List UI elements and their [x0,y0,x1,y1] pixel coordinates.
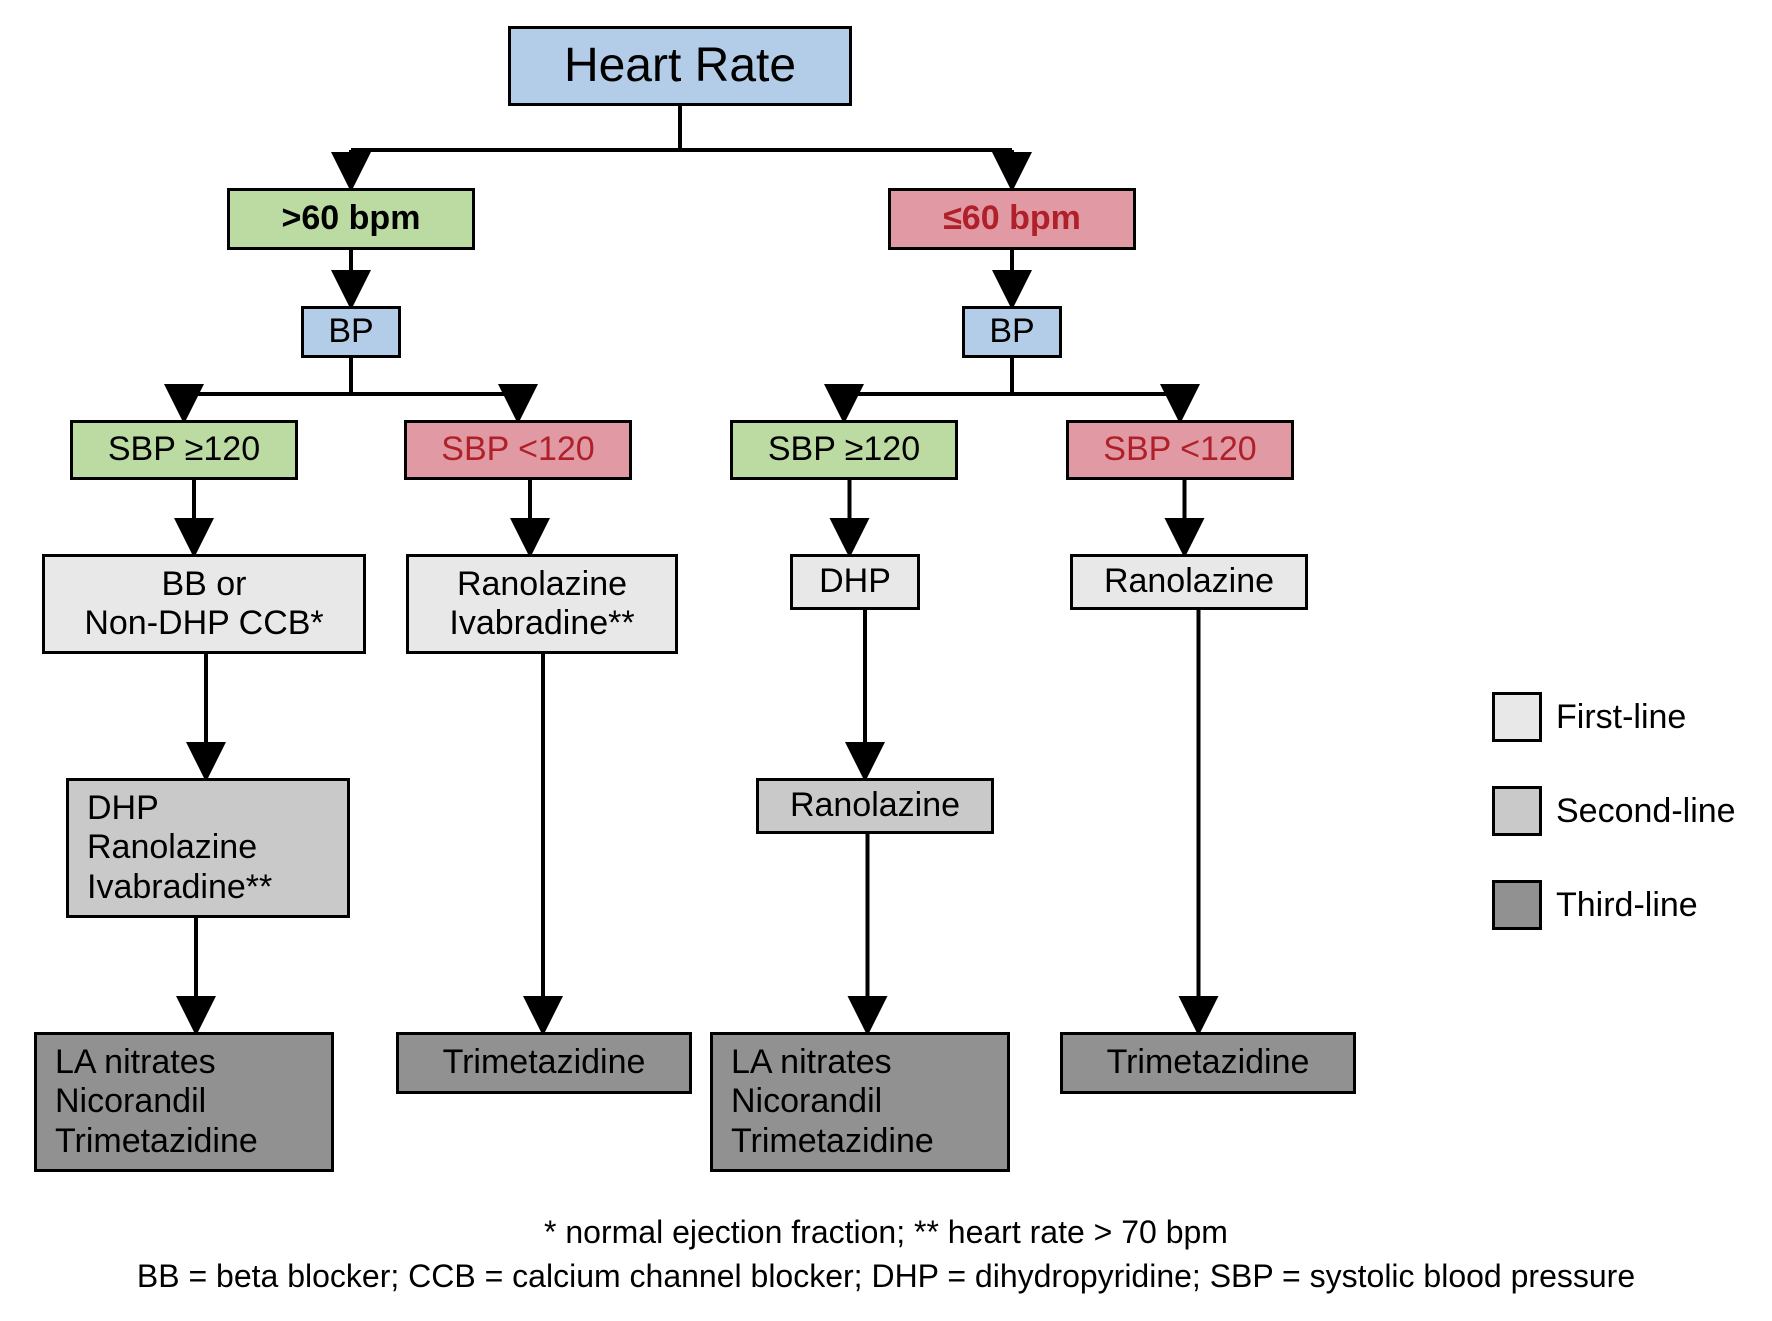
node-hr_le60: ≤60 bpm [888,188,1136,250]
node-c1_first: BB or Non-DHP CCB* [42,554,366,654]
node-c2_third: Trimetazidine [396,1032,692,1094]
node-c4_first: Ranolazine [1070,554,1308,610]
node-c4_third: Trimetazidine [1060,1032,1356,1094]
footnote-2: BB = beta blocker; CCB = calcium channel… [0,1258,1772,1295]
node-bp_right-label: BP [989,312,1034,351]
legend-swatch-2 [1492,880,1542,930]
node-c1_second-label: DHP Ranolazine Ivabradine** [87,789,272,906]
node-c4_first-label: Ranolazine [1104,562,1274,601]
footnote-1: * normal ejection fraction; ** heart rat… [0,1214,1772,1251]
node-c1_third: LA nitrates Nicorandil Trimetazidine [34,1032,334,1172]
node-sbp_lt_l-label: SBP <120 [441,430,594,469]
node-c3_second: Ranolazine [756,778,994,834]
node-bp_right: BP [962,306,1062,358]
node-root-label: Heart Rate [564,38,796,93]
node-c3_first-label: DHP [819,562,891,601]
legend-label-2: Third-line [1556,886,1698,925]
node-c4_third-label: Trimetazidine [1107,1043,1310,1082]
flowchart-canvas: Heart Rate >60 bpm ≤60 bpm BP BP SBP ≥120 SBP … [0,0,1772,1321]
node-root: Heart Rate [508,26,852,106]
node-c3_second-label: Ranolazine [790,786,960,825]
node-c3_first: DHP [790,554,920,610]
node-hr_gt60: >60 bpm [227,188,475,250]
legend-label-1: Second-line [1556,792,1736,831]
node-c3_third: LA nitrates Nicorandil Trimetazidine [710,1032,1010,1172]
node-sbp_ge_l-label: SBP ≥120 [108,430,260,469]
node-sbp_ge_r-label: SBP ≥120 [768,430,920,469]
node-c1_first-label: BB or Non-DHP CCB* [84,565,323,643]
node-sbp_lt_l: SBP <120 [404,420,632,480]
node-hr_le60-label: ≤60 bpm [943,199,1081,238]
node-c2_third-label: Trimetazidine [443,1043,646,1082]
node-bp_left: BP [301,306,401,358]
node-c3_third-label: LA nitrates Nicorandil Trimetazidine [731,1043,934,1160]
node-sbp_ge_r: SBP ≥120 [730,420,958,480]
node-bp_left-label: BP [328,312,373,351]
node-sbp_ge_l: SBP ≥120 [70,420,298,480]
legend-swatch-1 [1492,786,1542,836]
node-c1_second: DHP Ranolazine Ivabradine** [66,778,350,918]
node-c2_first-label: Ranolazine Ivabradine** [449,565,634,643]
node-c1_third-label: LA nitrates Nicorandil Trimetazidine [55,1043,258,1160]
legend-label-0: First-line [1556,698,1686,737]
node-sbp_lt_r-label: SBP <120 [1103,430,1256,469]
node-hr_gt60-label: >60 bpm [282,199,421,238]
node-c2_first: Ranolazine Ivabradine** [406,554,678,654]
node-sbp_lt_r: SBP <120 [1066,420,1294,480]
legend-swatch-0 [1492,692,1542,742]
